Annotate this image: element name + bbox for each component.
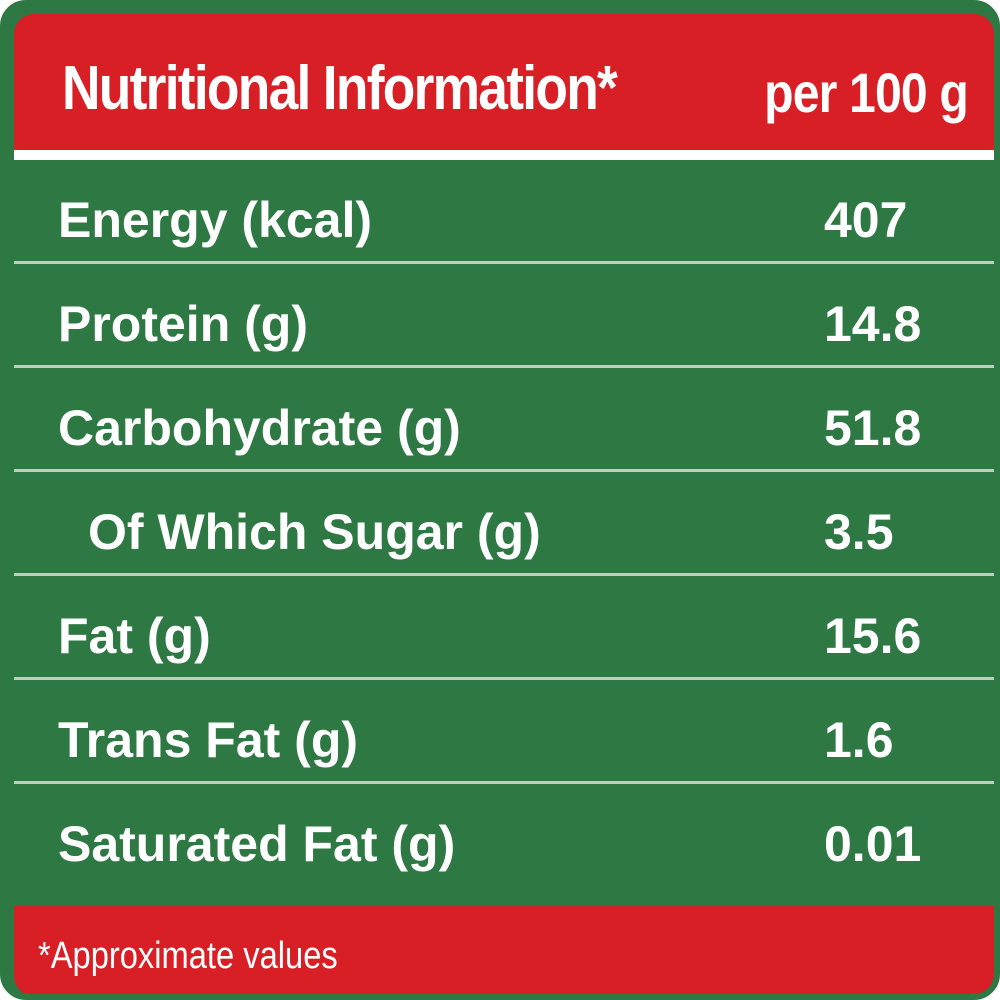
table-title: Nutritional Information* bbox=[62, 54, 618, 123]
row-value: 407 bbox=[824, 192, 908, 248]
header-bar: Nutritional Information* per 100 g bbox=[14, 14, 994, 150]
row-label: Trans Fat (g) bbox=[58, 712, 359, 768]
row-value: 15.6 bbox=[824, 608, 922, 664]
row-value: 3.5 bbox=[824, 504, 894, 560]
table-row-sugar: Of Which Sugar (g) 3.5 bbox=[14, 472, 994, 576]
row-label: Fat (g) bbox=[58, 608, 211, 664]
serving-basis: per 100 g bbox=[764, 61, 969, 124]
table-row-protein: Protein (g) 14.8 bbox=[14, 264, 994, 368]
table-row-fat: Fat (g) 15.6 bbox=[14, 576, 994, 680]
header-divider bbox=[14, 150, 994, 160]
table-row-energy: Energy (kcal) 407 bbox=[14, 160, 994, 264]
row-label: Carbohydrate (g) bbox=[58, 400, 461, 456]
row-value: 51.8 bbox=[824, 400, 922, 456]
row-label: Of Which Sugar (g) bbox=[88, 504, 541, 560]
row-value: 14.8 bbox=[824, 296, 922, 352]
row-label: Saturated Fat (g) bbox=[58, 816, 456, 872]
table-row-saturated-fat: Saturated Fat (g) 0.01 bbox=[14, 784, 994, 888]
nutrition-table: Energy (kcal) 407 Protein (g) 14.8 Carbo… bbox=[14, 160, 994, 888]
row-value: 0.01 bbox=[824, 816, 922, 872]
table-row-carbohydrate: Carbohydrate (g) 51.8 bbox=[14, 368, 994, 472]
row-label: Protein (g) bbox=[58, 296, 308, 352]
row-label: Energy (kcal) bbox=[58, 192, 373, 248]
row-value: 1.6 bbox=[824, 712, 894, 768]
table-row-trans-fat: Trans Fat (g) 1.6 bbox=[14, 680, 994, 784]
footer-bar: *Approximate values bbox=[14, 906, 994, 994]
footnote: *Approximate values bbox=[38, 935, 338, 977]
